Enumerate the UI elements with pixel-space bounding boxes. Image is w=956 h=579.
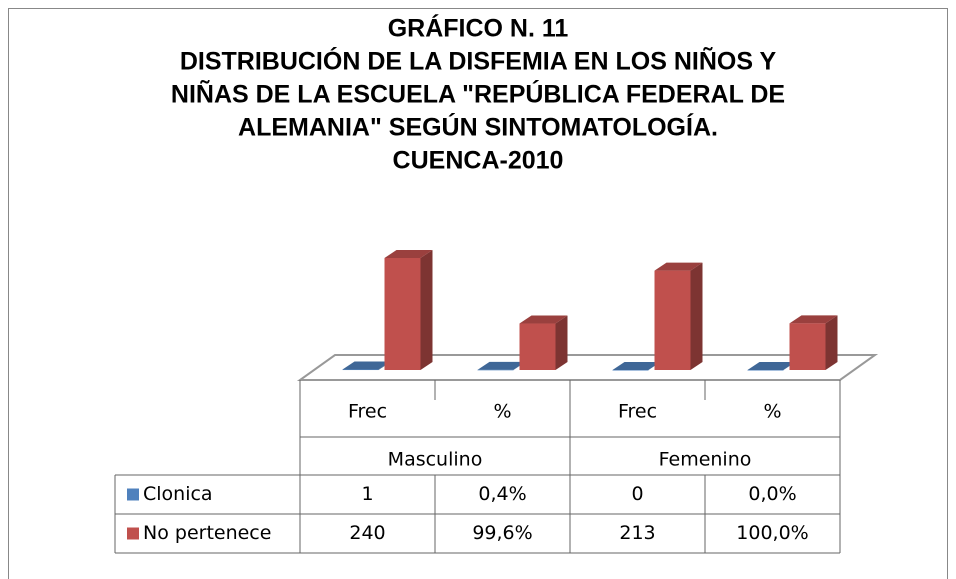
category-label: Frec (618, 401, 657, 423)
value-label: 0,4% (478, 483, 526, 505)
legend-swatch (127, 527, 139, 540)
group-label: Femenino (659, 449, 752, 471)
value-label: 240 (349, 522, 385, 544)
bar-side (690, 262, 703, 370)
category-label: % (493, 401, 511, 423)
bar (612, 362, 661, 371)
bar-front (477, 369, 514, 371)
bar (384, 250, 433, 370)
bar-front (519, 323, 556, 370)
legend-label: No pertenece (143, 522, 271, 544)
legend-swatch (127, 488, 139, 501)
bar (789, 315, 838, 370)
bar-side (825, 315, 838, 370)
bar (747, 362, 796, 371)
bar-front (612, 370, 649, 371)
chart-title: CUENCA-2010 (393, 147, 564, 175)
bar-top (654, 262, 703, 271)
chart-title: NIÑAS DE LA ESCUELA "REPÚBLICA FEDERAL D… (171, 79, 785, 109)
bar-top (747, 362, 796, 370)
chart-title: DISTRIBUCIÓN DE LA DISFEMIA EN LOS NIÑOS… (180, 46, 777, 76)
legend-label: Clonica (143, 483, 213, 505)
bar (654, 262, 703, 370)
bar-front (384, 258, 421, 370)
chart-title: ALEMANIA" SEGÚN SINTOMATOLOGÍA. (238, 112, 718, 142)
value-label: 0,0% (748, 483, 796, 505)
bar-side (555, 315, 568, 370)
bar-side (420, 250, 433, 370)
bar-top (384, 250, 433, 258)
bar-top (519, 315, 568, 324)
bar-top (612, 362, 661, 370)
category-label: Frec (348, 401, 387, 423)
bar-front (789, 323, 826, 370)
floor (296, 354, 879, 381)
bar-top (477, 361, 526, 370)
bar-front (747, 370, 784, 371)
chart-frame (8, 8, 948, 579)
chart-title: GRÁFICO N. 11 (388, 14, 569, 43)
bar-front (654, 270, 691, 370)
bar-top (342, 361, 391, 370)
bar-front (342, 369, 379, 371)
value-label: 213 (619, 522, 655, 544)
group-label: Masculino (388, 449, 483, 471)
value-label: 1 (361, 483, 373, 505)
value-label: 100,0% (736, 522, 808, 544)
bar-top (789, 315, 838, 324)
category-label: % (763, 401, 781, 423)
bar (519, 315, 568, 370)
value-label: 99,6% (472, 522, 532, 544)
value-label: 0 (631, 483, 643, 505)
